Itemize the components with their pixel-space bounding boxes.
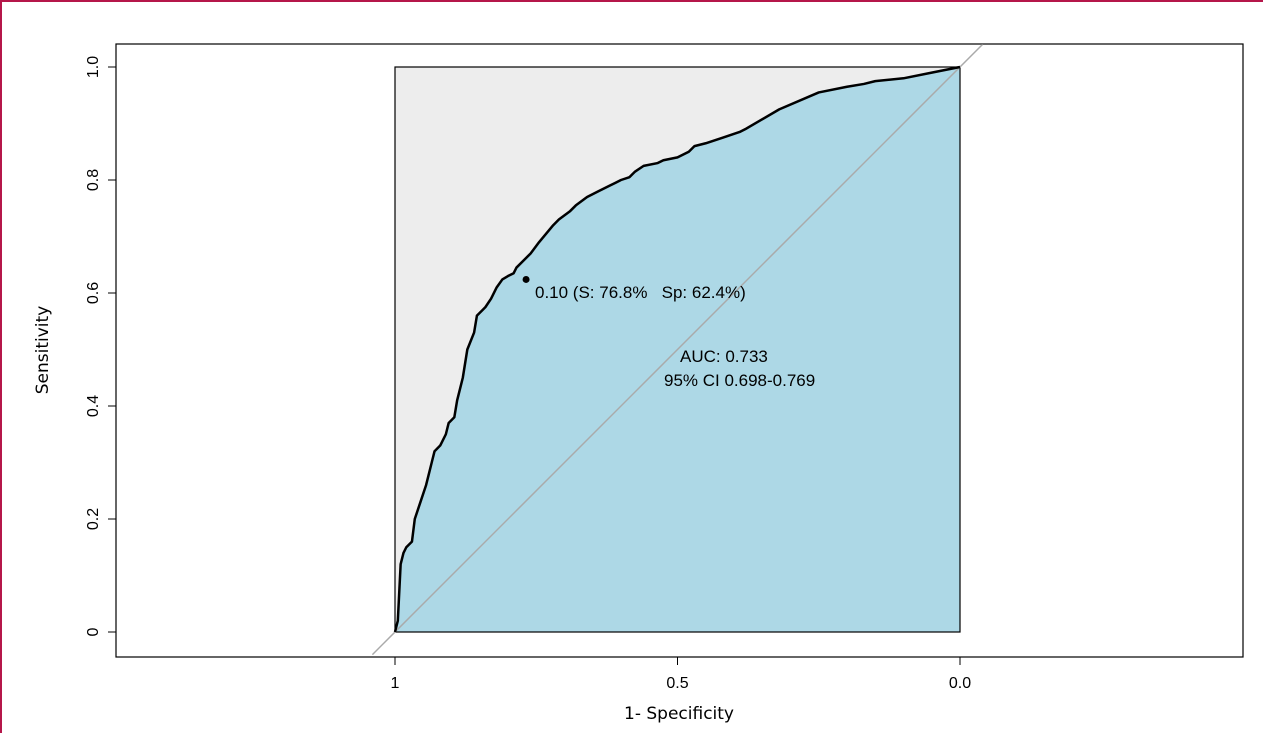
y-tick-label: 0.6 (85, 282, 102, 304)
y-axis-title: Sensitivity (33, 306, 53, 395)
roc-curve (393, 65, 961, 633)
x-tick-label: 1 (391, 675, 400, 692)
roc-space-frame (394, 66, 961, 633)
x-axis: 1 0.5 0.0 (391, 656, 971, 692)
x-tick-label: 0.0 (949, 675, 971, 692)
auc-ci-label: 95% CI 0.698-0.769 (664, 371, 815, 390)
y-tick-label: 0.8 (85, 169, 102, 191)
y-tick-label: 1.0 (85, 56, 102, 78)
y-axis: 0 0.2 0.4 0.6 0.8 1.0 (85, 56, 117, 636)
y-tick-label: 0 (85, 627, 102, 636)
x-tick-label: 0.5 (666, 675, 688, 692)
threshold-point (522, 275, 530, 283)
chance-diagonal (371, 43, 984, 656)
x-axis-title: 1- Specificity (624, 704, 734, 724)
y-tick-label: 0.2 (85, 508, 102, 530)
y-tick-label: 0.4 (85, 395, 102, 417)
auc-label: AUC: 0.733 (680, 347, 768, 366)
threshold-label: 0.10 (S: 76.8% Sp: 62.4%) (535, 283, 746, 302)
